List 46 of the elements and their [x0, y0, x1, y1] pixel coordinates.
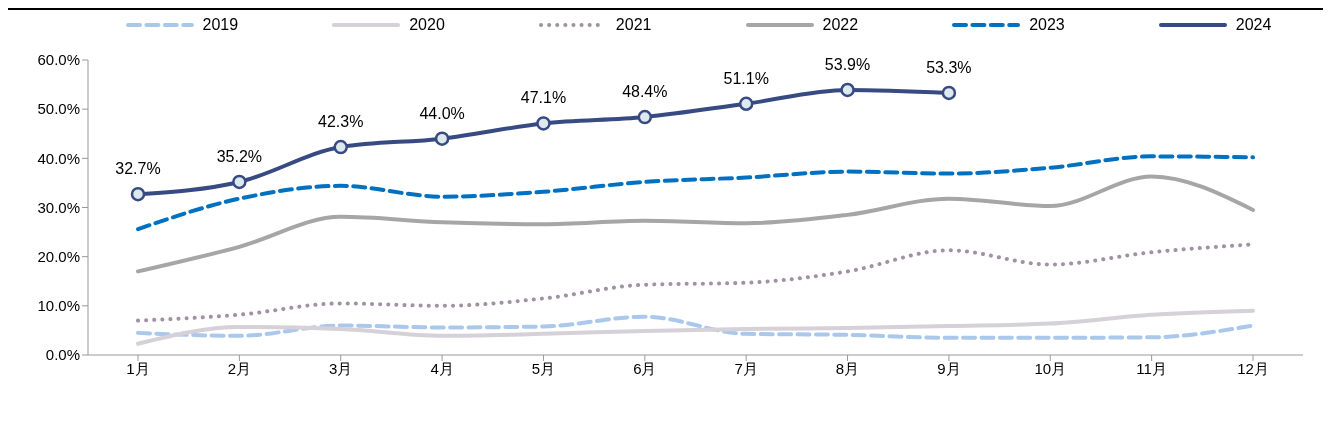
data-label: 35.2% — [216, 147, 263, 165]
point — [738, 96, 754, 112]
point — [536, 116, 551, 131]
point — [941, 85, 957, 101]
data-label: 48.4% — [622, 83, 668, 101]
y-tick-label: 20.0% — [37, 247, 80, 265]
x-tick-label: 5月 — [531, 359, 556, 377]
data-label: 51.1% — [723, 69, 769, 87]
y-tick-label: 60.0% — [37, 51, 80, 69]
legend-label: 2023 — [1029, 16, 1065, 34]
legend-label: 2019 — [202, 16, 239, 34]
y-tick-label: 10.0% — [37, 297, 80, 315]
y-tick-label: 40.0% — [37, 149, 80, 167]
x-tick-label: 2月 — [227, 359, 252, 377]
point — [130, 186, 146, 202]
point — [637, 109, 653, 125]
legend-label: 2020 — [409, 16, 445, 34]
line-series — [136, 174, 1255, 274]
x-tick-label: 11月 — [1136, 359, 1167, 377]
x-tick-label: 3月 — [329, 359, 353, 377]
point — [333, 139, 348, 155]
x-tick-label: 12月 — [1237, 359, 1269, 377]
y-tick-label: 50.0% — [37, 100, 80, 118]
x-tick-label: 7月 — [734, 359, 758, 377]
y-tick-label: 30.0% — [37, 198, 80, 216]
y-tick-label: 0.0% — [45, 346, 80, 364]
point — [434, 131, 450, 146]
data-label: 53.9% — [824, 55, 871, 73]
data-label: 32.7% — [115, 160, 161, 178]
x-tick-label: 6月 — [633, 359, 657, 377]
legend-label: 2022 — [822, 16, 859, 34]
legend-label: 2024 — [1235, 16, 1272, 34]
point — [232, 174, 247, 190]
point — [840, 82, 855, 98]
x-tick-label: 4月 — [430, 359, 454, 377]
data-label: 44.0% — [419, 104, 465, 122]
data-label: 42.3% — [318, 113, 364, 131]
data-label: 47.1% — [520, 89, 567, 107]
x-tick-label: 9月 — [937, 359, 961, 377]
x-tick-label: 10月 — [1034, 359, 1067, 377]
line-series — [136, 308, 1255, 346]
x-tick-label: 1月 — [126, 359, 150, 377]
data-label: 53.3% — [926, 58, 972, 76]
legend-label: 2021 — [615, 16, 652, 34]
line-series — [136, 314, 1255, 340]
x-tick-label: 8月 — [835, 359, 860, 377]
